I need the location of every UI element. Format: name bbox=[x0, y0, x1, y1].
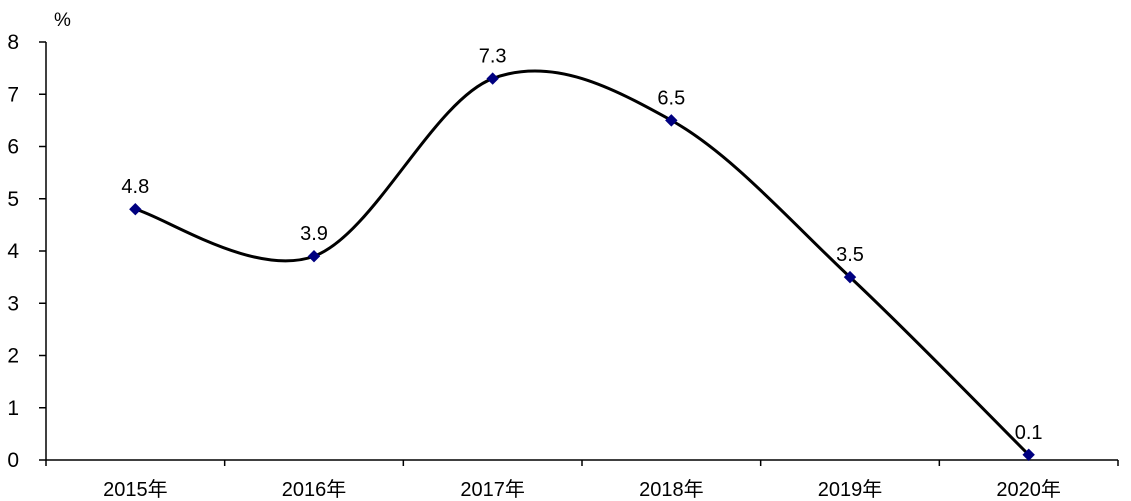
y-tick-label: 6 bbox=[7, 136, 19, 159]
x-axis-ticks: 2015年 2016年 2017年 2018年 2019年 2020年 bbox=[45, 460, 1119, 501]
x-tick-label: 2015年 bbox=[103, 478, 168, 501]
y-tick-label: 8 bbox=[7, 31, 19, 54]
data-point-marker bbox=[843, 270, 857, 284]
data-label: 3.5 bbox=[836, 244, 864, 266]
y-tick-label: 7 bbox=[7, 83, 19, 106]
markers bbox=[129, 72, 1035, 461]
data-label: 0.1 bbox=[1015, 422, 1043, 444]
data-point-marker bbox=[1022, 448, 1035, 461]
axes bbox=[45, 42, 1118, 461]
data-point-marker bbox=[665, 114, 678, 127]
x-tick-label: 2020年 bbox=[996, 478, 1061, 501]
x-tick-label: 2016年 bbox=[282, 478, 347, 501]
y-tick-label: 3 bbox=[7, 292, 19, 315]
y-tick-label: 5 bbox=[7, 188, 19, 211]
series-line bbox=[133, 69, 1031, 457]
series-group bbox=[133, 69, 1031, 457]
data-label: 4.8 bbox=[121, 176, 149, 198]
data-label: 7.3 bbox=[479, 46, 507, 68]
y-tick-label: 1 bbox=[7, 397, 19, 420]
data-label: 3.9 bbox=[300, 223, 328, 245]
y-tick-label: 4 bbox=[7, 240, 19, 263]
y-tick-label: 2 bbox=[7, 345, 19, 368]
data-point-marker bbox=[486, 72, 499, 85]
data-label: 6.5 bbox=[657, 87, 685, 109]
y-tick-label: 0 bbox=[7, 449, 19, 472]
data-point-marker bbox=[307, 250, 321, 263]
y-axis-ticks: 0 1 2 3 4 5 6 7 8 bbox=[7, 31, 46, 472]
y-axis-unit-label: % bbox=[54, 10, 71, 31]
x-tick-label: 2017年 bbox=[460, 478, 525, 501]
data-point-marker bbox=[129, 202, 142, 216]
data-labels: 4.8 3.9 7.3 6.5 3.5 0.1 bbox=[121, 46, 1042, 444]
x-tick-label: 2018年 bbox=[639, 478, 704, 501]
x-tick-label: 2019年 bbox=[818, 478, 883, 501]
